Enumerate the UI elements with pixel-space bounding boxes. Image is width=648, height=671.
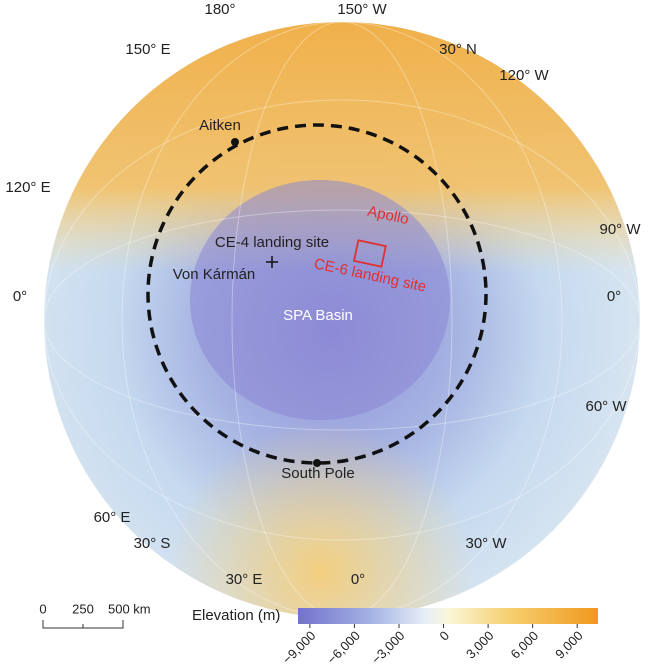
scale-label: 500 km bbox=[108, 601, 151, 616]
colorbar-tick-label: 9,000 bbox=[552, 628, 586, 662]
colorbar-tick-label: 0 bbox=[436, 628, 452, 644]
graticule-labels: 180° 150° W 150° E 30° N 120° W 120° E 9… bbox=[5, 1, 641, 588]
feature-label: Aitken bbox=[199, 117, 241, 134]
scale-label: 250 bbox=[72, 601, 94, 616]
colorbar-tick-label: 3,000 bbox=[463, 628, 497, 662]
colorbar-title: Elevation (m) bbox=[192, 607, 280, 624]
colorbar-ramp bbox=[298, 608, 598, 624]
colorbar: Elevation (m) −9,000 −6,000 −3,000 0 3,000 6,… bbox=[192, 607, 598, 667]
graticule-label: 0° bbox=[607, 288, 621, 305]
graticule-label: 120° E bbox=[5, 179, 50, 196]
feature-label: CE-4 landing site bbox=[215, 234, 329, 251]
feature-label: South Pole bbox=[281, 465, 354, 482]
colorbar-tick-label: −9,000 bbox=[279, 628, 318, 667]
pole-dot bbox=[313, 459, 321, 467]
graticule-label: 150° E bbox=[125, 41, 170, 58]
aitken-dot bbox=[231, 138, 239, 146]
ce4-marker bbox=[266, 256, 278, 268]
graticule-label: 30° W bbox=[465, 535, 507, 552]
graticule-label: 90° W bbox=[599, 221, 641, 238]
graticule-label: 30° E bbox=[226, 571, 263, 588]
graticule-label: 60° E bbox=[94, 509, 131, 526]
globe bbox=[44, 22, 640, 618]
graticule-label: 30° S bbox=[134, 535, 171, 552]
graticule-label: 120° W bbox=[499, 67, 549, 84]
graticule-label: 180° bbox=[204, 1, 235, 18]
graticule-label: 60° W bbox=[585, 398, 627, 415]
scale-bar: 0 250 500 km bbox=[39, 601, 151, 629]
graticule-label: 0° bbox=[351, 571, 365, 588]
graticule-label: 30° N bbox=[439, 41, 477, 58]
feature-label: Von Kármán bbox=[173, 266, 256, 283]
colorbar-tick-label: 6,000 bbox=[508, 628, 542, 662]
graticule-label: 0° bbox=[13, 288, 27, 305]
spa-outline bbox=[146, 123, 488, 465]
colorbar-tick-label: −3,000 bbox=[369, 628, 408, 667]
ce6-box bbox=[352, 239, 387, 268]
scale-label: 0 bbox=[39, 601, 46, 616]
graticule-label: 150° W bbox=[337, 1, 387, 18]
feature-label: SPA Basin bbox=[283, 307, 353, 324]
colorbar-tick-label: −6,000 bbox=[324, 628, 363, 667]
